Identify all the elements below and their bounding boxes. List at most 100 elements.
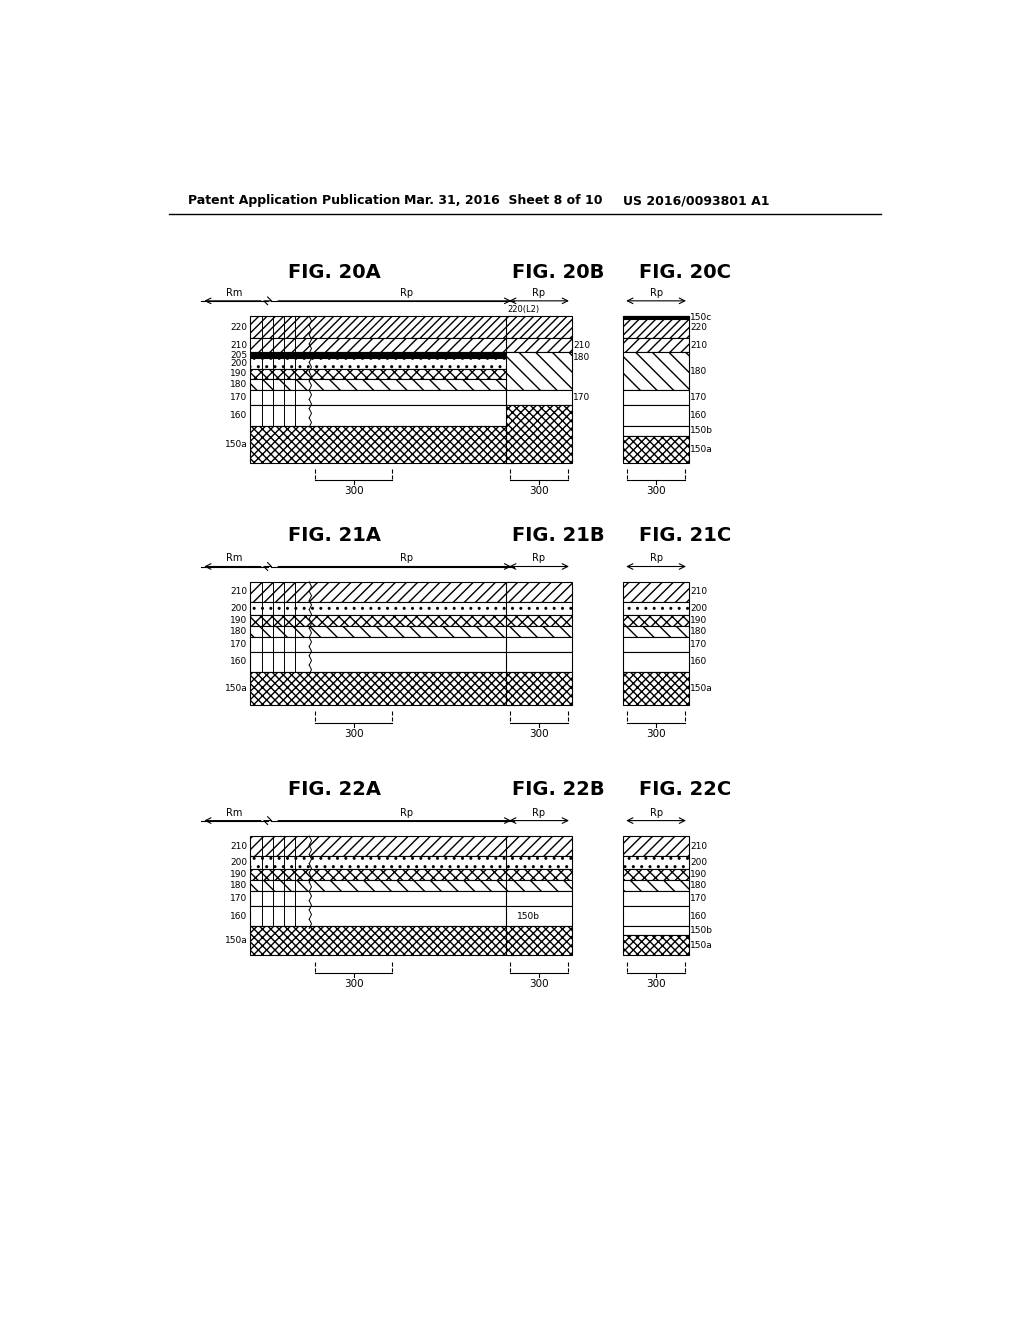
Bar [250, 927, 515, 956]
Bar [624, 672, 689, 705]
Text: 210: 210 [230, 587, 248, 597]
Text: 150a: 150a [690, 445, 713, 454]
Text: 150b: 150b [690, 927, 714, 935]
Text: Rp: Rp [532, 288, 546, 298]
Bar [506, 855, 571, 869]
Text: FIG. 21B: FIG. 21B [512, 527, 604, 545]
Bar [250, 869, 515, 880]
Bar [624, 602, 689, 615]
Bar [250, 855, 515, 869]
Bar [250, 582, 515, 602]
Text: 170: 170 [573, 393, 591, 403]
Text: 300: 300 [344, 729, 364, 739]
Text: Rp: Rp [399, 553, 413, 564]
Bar [250, 405, 515, 426]
Text: 200: 200 [690, 858, 708, 867]
Text: FIG. 20A: FIG. 20A [288, 263, 381, 282]
Text: Rp: Rp [399, 288, 413, 298]
Text: 205: 205 [230, 351, 248, 359]
Bar [506, 836, 571, 855]
Bar [624, 652, 689, 672]
Text: 300: 300 [646, 729, 666, 739]
Text: 300: 300 [529, 979, 549, 989]
Text: 160: 160 [690, 657, 708, 667]
Bar [624, 869, 689, 880]
Bar [624, 352, 689, 391]
Bar [250, 338, 515, 352]
Bar [250, 636, 515, 652]
Bar [624, 317, 689, 319]
Text: 190: 190 [230, 616, 248, 624]
Text: 170: 170 [690, 393, 708, 403]
Text: 300: 300 [344, 979, 364, 989]
Text: Rp: Rp [532, 553, 546, 564]
Bar [624, 626, 689, 636]
Bar [506, 405, 571, 462]
Text: 160: 160 [230, 657, 248, 667]
Bar [506, 891, 571, 906]
Text: FIG. 20B: FIG. 20B [512, 263, 604, 282]
Text: 190: 190 [690, 616, 708, 624]
Text: 300: 300 [529, 729, 549, 739]
Text: US 2016/0093801 A1: US 2016/0093801 A1 [624, 194, 770, 207]
Text: 170: 170 [690, 894, 708, 903]
Bar [624, 636, 689, 652]
Bar [506, 869, 571, 880]
Text: Rp: Rp [649, 808, 663, 817]
Bar [624, 615, 689, 626]
Text: 200: 200 [230, 359, 248, 368]
Bar [624, 836, 689, 855]
Bar [250, 426, 515, 462]
Text: Patent Application Publication: Patent Application Publication [188, 194, 400, 207]
Text: 200: 200 [230, 858, 248, 867]
Bar [250, 368, 515, 379]
Text: 220: 220 [230, 322, 248, 331]
Bar [250, 391, 515, 405]
Bar [250, 352, 515, 358]
Text: 300: 300 [646, 487, 666, 496]
Text: 200: 200 [690, 605, 708, 612]
Text: Mar. 31, 2016  Sheet 8 of 10: Mar. 31, 2016 Sheet 8 of 10 [403, 194, 602, 207]
Text: Rp: Rp [649, 288, 663, 298]
Text: 300: 300 [646, 979, 666, 989]
Bar [506, 672, 571, 705]
Bar [250, 906, 515, 927]
Text: 210: 210 [230, 341, 248, 350]
Bar [506, 582, 571, 602]
Bar [624, 927, 689, 936]
Bar [250, 626, 515, 636]
Bar [250, 615, 515, 626]
Text: 160: 160 [690, 411, 708, 420]
Text: FIG. 21C: FIG. 21C [639, 527, 731, 545]
Bar [506, 338, 571, 352]
Bar [624, 582, 689, 602]
Text: Rp: Rp [532, 808, 546, 817]
Text: Rm: Rm [226, 808, 243, 817]
Bar [506, 880, 571, 891]
Bar [624, 405, 689, 426]
Text: 190: 190 [230, 370, 248, 379]
Text: 210: 210 [690, 587, 708, 597]
Bar [250, 358, 515, 368]
Text: 150a: 150a [225, 684, 248, 693]
Text: 190: 190 [690, 870, 708, 879]
Bar [250, 317, 515, 338]
Text: FIG. 22B: FIG. 22B [512, 780, 604, 800]
Text: 150a: 150a [690, 684, 713, 693]
Bar [506, 317, 571, 338]
Bar [506, 636, 571, 652]
Bar [624, 906, 689, 927]
Text: 300: 300 [529, 487, 549, 496]
Text: 150c: 150c [690, 313, 713, 322]
Text: Rp: Rp [399, 808, 413, 817]
Bar [250, 880, 515, 891]
Text: 160: 160 [690, 912, 708, 920]
Text: 180: 180 [230, 380, 248, 389]
Bar [506, 927, 571, 956]
Text: 300: 300 [344, 487, 364, 496]
Bar [624, 891, 689, 906]
Bar [624, 338, 689, 352]
Text: 180: 180 [230, 880, 248, 890]
Text: FIG. 21A: FIG. 21A [288, 527, 381, 545]
Text: 210: 210 [690, 842, 708, 850]
